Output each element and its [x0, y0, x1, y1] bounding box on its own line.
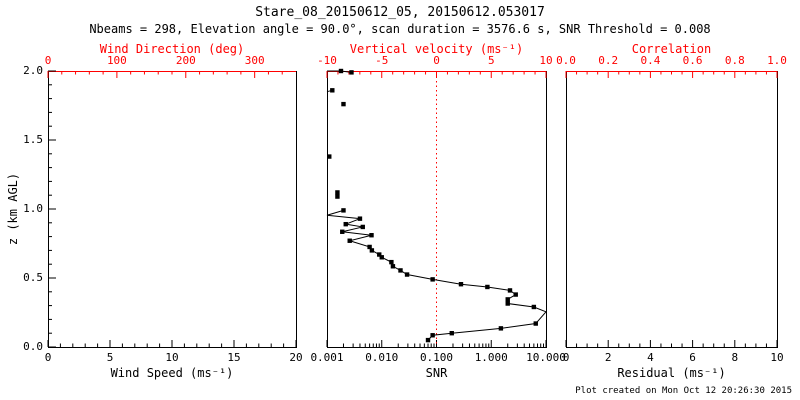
tick-label: 6 — [689, 351, 696, 364]
tick-label: 2.0 — [23, 64, 43, 77]
tick-label: 10 — [770, 351, 784, 364]
tick-label: 0 — [44, 351, 52, 364]
vertical-velocity-axis-label: Vertical velocity (ms⁻¹) — [349, 42, 524, 56]
tick-label: 0.6 — [682, 54, 703, 67]
tick-label: 200 — [175, 54, 196, 67]
tick-label: 1.0 — [23, 202, 43, 215]
tick-label: 5 — [106, 351, 114, 364]
tick-label: 10 — [165, 351, 179, 364]
y-axis-label: z (km AGL) — [6, 172, 20, 246]
tick-label: -5 — [375, 54, 389, 67]
plot-title: Stare_08_20150612_05, 20150612.053017 — [255, 5, 545, 20]
tick-label: 5 — [487, 54, 495, 67]
tick-label: 0.5 — [23, 271, 43, 284]
tick-label: 1.000 — [474, 351, 508, 364]
tick-label: 0.0 — [556, 54, 576, 67]
snr-axis-label: SNR — [425, 366, 448, 380]
tick-label: 0.010 — [365, 351, 399, 364]
tick-label: 1.0 — [767, 54, 787, 67]
residual-axis-label: Residual (ms⁻¹) — [617, 366, 726, 380]
tick-label: 2 — [604, 351, 612, 364]
tick-label: 0 — [562, 351, 570, 364]
tick-label: 1.5 — [23, 133, 43, 146]
tick-label: 0.0 — [23, 340, 43, 353]
tick-label: 0 — [433, 54, 440, 67]
tick-label: 20 — [289, 351, 303, 364]
tick-label: 10.000 — [526, 351, 566, 364]
tick-label: -10 — [317, 54, 337, 67]
tick-label: 0.001 — [310, 351, 344, 364]
tick-label: 15 — [227, 351, 241, 364]
tick-label: 0.2 — [598, 54, 619, 67]
wind-speed-axis-label: Wind Speed (ms⁻¹) — [110, 366, 234, 380]
tick-label: 4 — [647, 351, 654, 364]
tick-label: 8 — [731, 351, 739, 364]
tick-label: 0.100 — [419, 351, 454, 364]
tick-label: 10 — [539, 54, 553, 67]
tick-label: 100 — [106, 54, 127, 67]
wind-direction-axis-label: Wind Direction (deg) — [99, 42, 245, 56]
tick-label: 300 — [244, 54, 265, 67]
tick-label: 0.8 — [724, 54, 745, 67]
plot-created-timestamp: Plot created on Mon Oct 12 20:26:30 2015 — [575, 386, 792, 396]
tick-label: 0 — [44, 54, 52, 67]
tick-label: 0.4 — [640, 54, 661, 67]
correlation-axis-label: Correlation — [631, 42, 712, 56]
plot-subtitle: Nbeams = 298, Elevation angle = 90.0°, s… — [89, 22, 711, 36]
